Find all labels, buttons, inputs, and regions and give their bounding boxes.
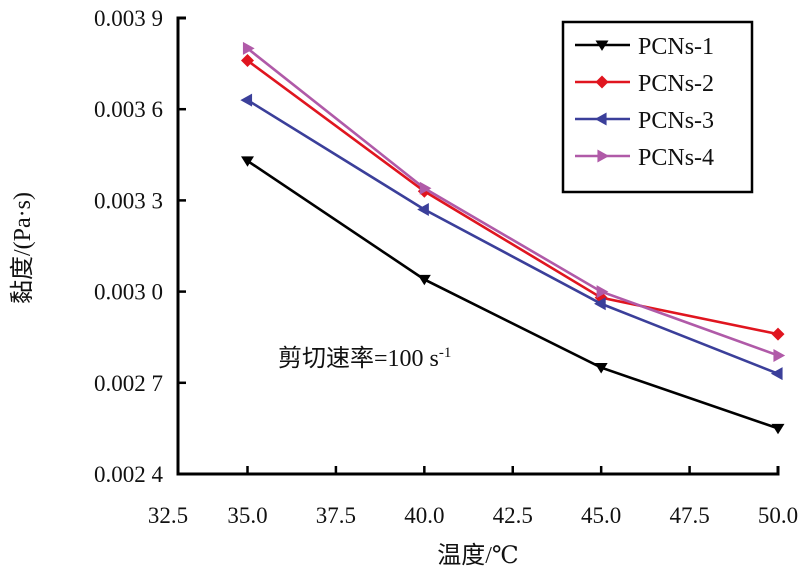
marker-triangle-down bbox=[417, 274, 431, 286]
x-tick-label: 35.0 bbox=[227, 503, 267, 528]
legend: PCNs-1 PCNs-2 PCNs-3 PCNs-4 bbox=[561, 20, 754, 194]
marker-triangle-right bbox=[596, 285, 609, 299]
marker-diamond bbox=[771, 327, 785, 341]
axis-frame bbox=[176, 16, 780, 476]
marker-triangle-left bbox=[417, 203, 429, 217]
axes: 0.002 4 0.002 7 0.003 0 0.003 3 0.003 6 0.003… bbox=[94, 6, 798, 528]
marker-triangle-left bbox=[594, 297, 606, 311]
series-layer bbox=[240, 41, 786, 435]
x-tick-label: 47.5 bbox=[669, 503, 709, 528]
marker-triangle-left bbox=[240, 93, 253, 107]
marker-diamond bbox=[241, 54, 254, 68]
x-axis-title: 温度/℃ bbox=[437, 542, 519, 569]
marker-triangle-right bbox=[597, 149, 610, 163]
series-PCNs-1 bbox=[241, 156, 785, 435]
marker-triangle-right bbox=[773, 348, 786, 362]
marker-diamond bbox=[595, 75, 609, 89]
x-tick-label: 45.0 bbox=[581, 503, 621, 528]
y-axis-title: 黏度/(Pa·s) bbox=[9, 192, 36, 304]
marker-triangle-right bbox=[242, 41, 255, 55]
annotation: 剪切速率=100 s-1 bbox=[278, 345, 451, 372]
x-tick-label: 50.0 bbox=[758, 503, 798, 528]
series-line bbox=[246, 47, 779, 357]
x-tick-label: 32.5 bbox=[148, 503, 188, 528]
series-line bbox=[246, 59, 779, 336]
x-tick-label: 37.5 bbox=[316, 503, 356, 528]
legend-item: PCNs-3 bbox=[575, 108, 714, 134]
legend-label: PCNs-2 bbox=[638, 71, 714, 97]
marker-triangle-down bbox=[771, 423, 785, 435]
marker-triangle-left bbox=[594, 112, 607, 126]
marker-triangle-left bbox=[770, 367, 783, 381]
series-line bbox=[246, 159, 779, 430]
legend-box bbox=[561, 20, 754, 194]
annotation-superscript: -1 bbox=[439, 345, 452, 361]
marker-triangle-down bbox=[595, 40, 609, 51]
legend-item: PCNs-4 bbox=[575, 145, 714, 171]
legend-label: PCNs-4 bbox=[638, 145, 714, 171]
marker-triangle-right bbox=[419, 181, 432, 195]
y-tick-label: 0.002 7 bbox=[94, 371, 163, 396]
y-tick-label: 0.003 0 bbox=[94, 280, 163, 305]
y-tick-label: 0.003 6 bbox=[94, 97, 163, 122]
marker-triangle-down bbox=[241, 156, 254, 167]
series-PCNs-4 bbox=[242, 41, 786, 362]
annotation-text: 剪切速率=100 s bbox=[278, 345, 439, 372]
y-tick-label: 0.002 4 bbox=[94, 462, 164, 487]
y-tick-label: 0.003 9 bbox=[94, 6, 163, 31]
legend-label: PCNs-1 bbox=[638, 34, 714, 60]
x-tick-label: 40.0 bbox=[404, 503, 444, 528]
marker-triangle-down bbox=[594, 363, 608, 374]
x-tick-label: 42.5 bbox=[493, 503, 533, 528]
series-PCNs-3 bbox=[240, 93, 783, 381]
legend-label: PCNs-3 bbox=[638, 108, 714, 134]
series-line bbox=[246, 98, 779, 375]
legend-item: PCNs-2 bbox=[575, 71, 714, 97]
legend-item: PCNs-1 bbox=[575, 34, 714, 60]
y-tick-label: 0.003 3 bbox=[94, 188, 163, 213]
